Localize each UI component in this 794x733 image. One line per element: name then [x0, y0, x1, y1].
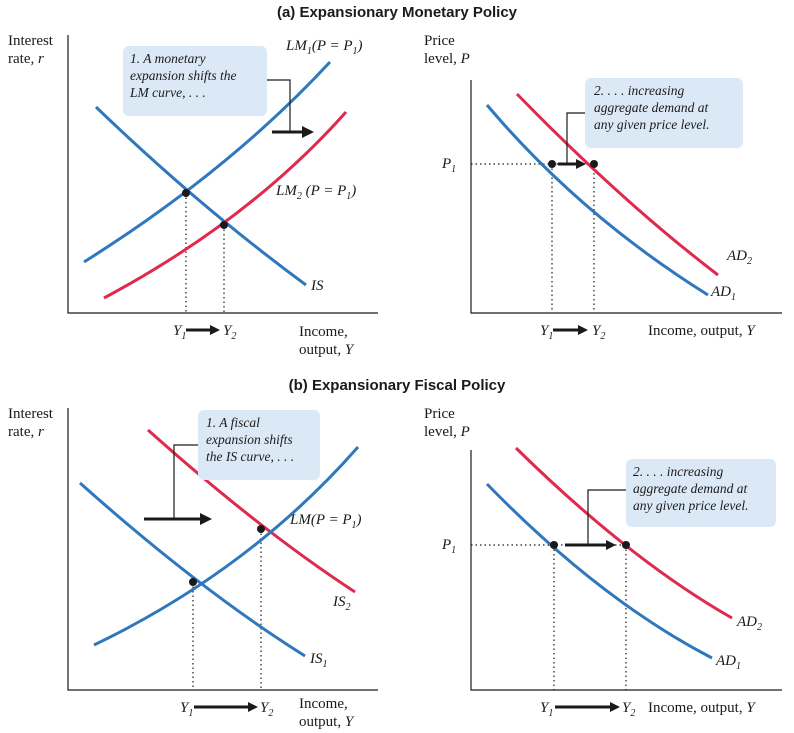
panel-a-lm-shift-arrowhead	[302, 126, 314, 138]
panel-a-right-y-axis-label-line1: Price	[424, 33, 455, 49]
panel-a-right-y-axis-label-line2: level, P	[424, 51, 470, 67]
panel-a-right-note-line2: aggregate demand at	[594, 100, 709, 115]
panel-b-left-x-axis-label-line2: output, Y	[299, 714, 355, 730]
panel-b-right-note-line1: 2. . . . increasing	[633, 464, 723, 479]
panel-b-left-equilibrium-1	[189, 578, 197, 586]
panel-b-islm-chart: Interest rate, r LM(P = P1) IS2 IS1 Y1 Y…	[8, 406, 378, 730]
panel-b-right-point-1	[550, 541, 558, 549]
panel-b-ad-shift-arrowhead	[606, 540, 616, 550]
panel-b-left-y-shift-arrowhead	[248, 702, 258, 712]
panel-b-left-x-axis-label-line1: Income,	[299, 696, 348, 712]
panel-b-right-note-leader	[588, 490, 626, 544]
panel-b-is-shift-arrowhead	[200, 513, 212, 525]
panel-a-left-x-axis-label-line2: output, Y	[299, 342, 355, 358]
panel-b-left-note-line1: 1. A fiscal	[206, 415, 260, 430]
panel-a-lm2-curve	[104, 112, 346, 298]
panel-b-left-note-line2: expansion shifts	[206, 432, 293, 447]
panel-a-left-y-axis-label-line2: rate, r	[8, 51, 44, 67]
panel-b-right-x-axis-label: Income, output, Y	[648, 700, 756, 716]
panel-a-right-note-line1: 2. . . . increasing	[594, 83, 684, 98]
panel-b-right-y-axis-label-line1: Price	[424, 406, 455, 422]
panel-a-lm1-label: LM1(P = P1)	[285, 38, 363, 57]
panel-b-is1-label: IS1	[309, 651, 328, 670]
panel-b-left-y2-label: Y2	[260, 700, 273, 719]
panel-b-right-p1-label: P1	[441, 537, 456, 556]
panel-a-ad2-label: AD2	[726, 248, 752, 267]
panel-b-left-note-line3: the IS curve, . . .	[206, 449, 294, 464]
panel-b-is1-curve	[80, 483, 305, 656]
panel-b-right-point-2	[622, 541, 630, 549]
panel-b-right-y-axis-label-line2: level, P	[424, 424, 470, 440]
panel-b-ad1-label: AD1	[715, 653, 741, 672]
panel-a-right-y-shift-arrowhead	[578, 325, 588, 335]
panel-a-right-y1-label: Y1	[540, 323, 553, 342]
panel-b-lm-label: LM(P = P1)	[289, 512, 362, 531]
panel-a-left-y1-label: Y1	[173, 323, 186, 342]
panel-a-left-equilibrium-2	[220, 221, 228, 229]
panel-a-left-y-axis-label-line1: Interest	[8, 33, 54, 49]
panel-a-left-equilibrium-1	[182, 189, 190, 197]
panel-b-right-y2-label: Y2	[622, 700, 635, 719]
panel-a-left-y-shift-arrowhead	[210, 325, 220, 335]
panel-a-left-note-line2: expansion shifts the	[130, 68, 237, 83]
panel-b-is2-label: IS2	[332, 594, 351, 613]
panel-b-left-y1-label: Y1	[180, 700, 193, 719]
panel-a-left-note-line1: 1. A monetary	[130, 51, 206, 66]
panel-a-left-y2-label: Y2	[223, 323, 236, 342]
panel-b-left-y-axis-label-line2: rate, r	[8, 424, 44, 440]
panel-a-is-curve	[96, 107, 306, 285]
panel-a-right-note-leader	[567, 113, 585, 163]
panel-a-left-x-axis-label-line1: Income,	[299, 324, 348, 340]
panel-a-ad1-label: AD1	[710, 284, 736, 303]
panel-b-right-note-line3: any given price level.	[633, 498, 748, 513]
panel-b-ad2-label: AD2	[736, 614, 762, 633]
panel-b-right-y1-label: Y1	[540, 700, 553, 719]
panel-a-right-note-line3: any given price level.	[594, 117, 709, 132]
panel-a-title: (a) Expansionary Monetary Policy	[277, 4, 518, 21]
panel-b-ad-chart: Price level, P P1 AD2 AD1 Y1 Y2 Income, …	[424, 406, 782, 719]
panel-a-right-y2-label: Y2	[592, 323, 605, 342]
panel-a-right-point-2	[590, 160, 598, 168]
panel-b-left-y-axis-label-line1: Interest	[8, 406, 54, 422]
panel-a-is-label: IS	[310, 278, 324, 294]
panel-a-right-p1-label: P1	[441, 156, 456, 175]
panel-a-right-point-1	[548, 160, 556, 168]
panel-a-ad-chart: Price level, P P1 AD2 AD1 Y1 Y2 Income, …	[424, 33, 782, 342]
panel-b-left-equilibrium-2	[257, 525, 265, 533]
panel-a-lm2-label: LM2 (P = P1)	[275, 183, 356, 202]
panel-a-islm-chart: Interest rate, r LM1(P = P1) LM2 (P = P1…	[8, 33, 378, 358]
panel-b-title: (b) Expansionary Fiscal Policy	[289, 377, 506, 394]
panel-a-right-x-axis-label: Income, output, Y	[648, 323, 756, 339]
panel-b-right-y-shift-arrowhead	[610, 702, 620, 712]
panel-a-left-note-line3: LM curve, . . .	[129, 85, 206, 100]
panel-b-right-note-line2: aggregate demand at	[633, 481, 748, 496]
